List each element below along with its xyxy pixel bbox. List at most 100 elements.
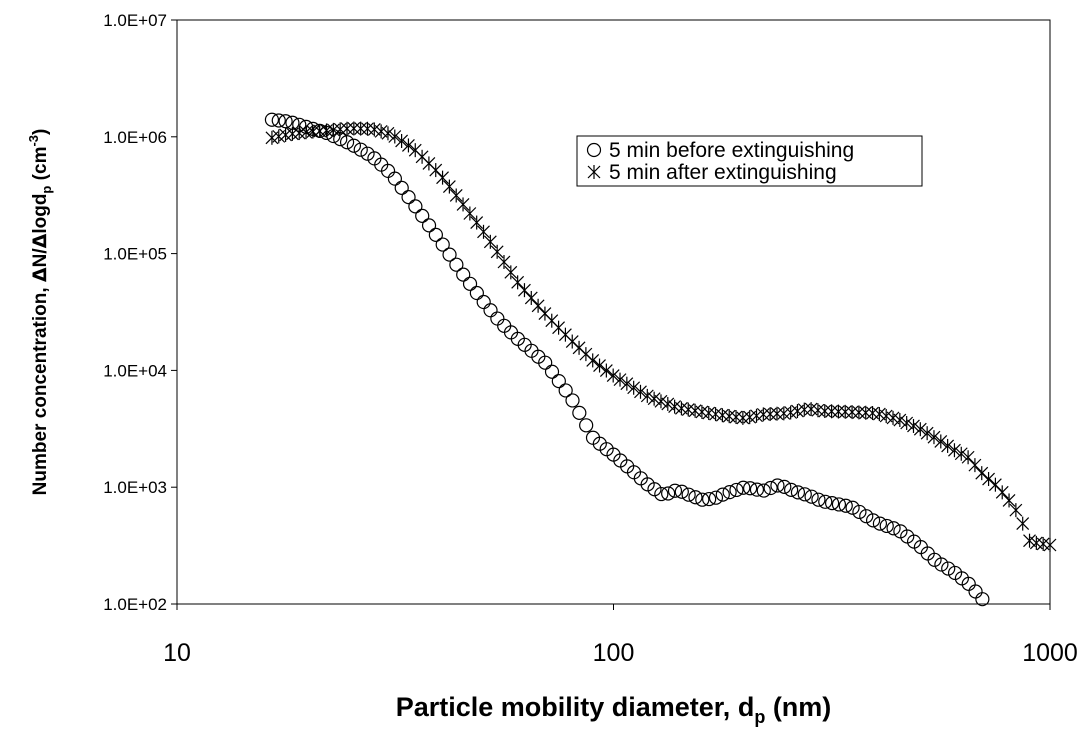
data-point xyxy=(784,482,799,497)
y-tick-label: 1.0E+05 xyxy=(103,245,167,264)
data-point xyxy=(852,405,866,420)
data-point xyxy=(572,405,587,420)
data-point xyxy=(777,406,791,421)
y-axis-title: Number concentration, ΔN/Δlogdp (cm-3) xyxy=(26,129,54,496)
data-point xyxy=(387,171,402,186)
data-point xyxy=(948,443,961,458)
data-point xyxy=(975,466,989,481)
data-point xyxy=(1016,516,1030,531)
data-point xyxy=(743,481,758,496)
data-point xyxy=(729,410,743,425)
data-point xyxy=(804,489,819,504)
data-point xyxy=(347,121,361,136)
data-point xyxy=(1023,533,1036,548)
data-point xyxy=(818,404,832,419)
data-point xyxy=(961,450,975,465)
data-point xyxy=(968,584,983,599)
data-point xyxy=(722,485,737,500)
series-layer xyxy=(264,112,1057,607)
data-point xyxy=(975,592,990,607)
data-point xyxy=(408,199,423,214)
data-point xyxy=(681,487,696,502)
data-point xyxy=(886,521,901,536)
data-point xyxy=(395,133,409,148)
data-point xyxy=(462,276,478,291)
data-point xyxy=(613,372,627,387)
data-point xyxy=(715,487,730,502)
plot-area xyxy=(176,19,1051,605)
data-point xyxy=(845,500,860,515)
data-point xyxy=(504,265,518,280)
legend-star-marker xyxy=(587,165,601,179)
data-point xyxy=(477,224,490,239)
data-point xyxy=(381,126,395,141)
legend: 5 min before extinguishing 5 min after e… xyxy=(576,135,923,187)
data-point xyxy=(859,405,873,420)
data-point xyxy=(422,156,436,171)
data-point xyxy=(777,479,792,494)
data-point xyxy=(811,492,826,507)
data-point xyxy=(449,257,464,272)
data-point xyxy=(715,408,729,423)
data-point xyxy=(388,129,402,144)
data-point xyxy=(988,477,1002,492)
data-point xyxy=(497,254,511,269)
data-point xyxy=(401,190,416,205)
data-point xyxy=(825,404,839,419)
data-point xyxy=(913,422,927,437)
data-point xyxy=(838,404,852,419)
data-point xyxy=(558,383,573,398)
data-point xyxy=(763,480,778,496)
data-point xyxy=(818,494,833,509)
legend-circle-marker xyxy=(586,142,602,158)
data-point xyxy=(770,478,785,493)
data-point xyxy=(675,401,688,416)
data-point xyxy=(661,486,676,501)
data-point xyxy=(346,138,362,153)
data-point xyxy=(729,482,744,498)
data-point xyxy=(394,180,409,195)
data-point xyxy=(982,472,995,487)
data-point xyxy=(339,135,355,150)
data-point xyxy=(620,376,634,391)
data-point xyxy=(934,434,948,449)
data-point xyxy=(695,492,710,507)
data-point xyxy=(599,363,613,378)
data-point xyxy=(736,480,751,495)
data-point xyxy=(743,410,757,425)
data-point xyxy=(483,234,497,249)
data-point xyxy=(490,311,505,326)
data-point xyxy=(736,410,750,425)
x-tick-label: 1000 xyxy=(1022,639,1078,667)
data-point xyxy=(333,122,347,137)
data-point xyxy=(824,496,840,511)
data-point xyxy=(749,482,765,497)
data-point xyxy=(640,388,654,403)
y-axis-ticks: 1.0E+02 1.0E+03 1.0E+04 1.0E+05 1.0E+06 1.0E+… xyxy=(103,11,177,614)
data-point xyxy=(790,485,806,500)
data-point xyxy=(1009,503,1023,518)
data-point xyxy=(941,438,955,453)
data-point xyxy=(654,486,669,502)
data-point xyxy=(402,138,415,153)
data-point xyxy=(279,127,293,142)
x-tick-label: 10 xyxy=(163,639,191,667)
legend-marker-before xyxy=(586,142,602,158)
data-point xyxy=(565,334,579,349)
data-point xyxy=(524,290,538,305)
data-point xyxy=(920,426,934,441)
data-point xyxy=(681,402,695,417)
data-point xyxy=(531,298,545,313)
data-point xyxy=(544,364,560,379)
data-point xyxy=(941,561,956,576)
data-point xyxy=(831,497,847,512)
data-point xyxy=(483,303,498,318)
data-point xyxy=(415,149,429,164)
data-point xyxy=(995,485,1009,500)
data-point xyxy=(667,483,683,498)
data-point xyxy=(361,121,374,136)
data-point xyxy=(627,380,641,395)
data-point xyxy=(893,413,907,428)
data-point xyxy=(872,516,888,531)
